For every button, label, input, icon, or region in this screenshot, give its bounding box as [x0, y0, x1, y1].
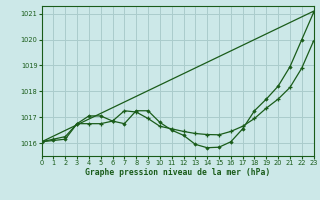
X-axis label: Graphe pression niveau de la mer (hPa): Graphe pression niveau de la mer (hPa)	[85, 168, 270, 177]
